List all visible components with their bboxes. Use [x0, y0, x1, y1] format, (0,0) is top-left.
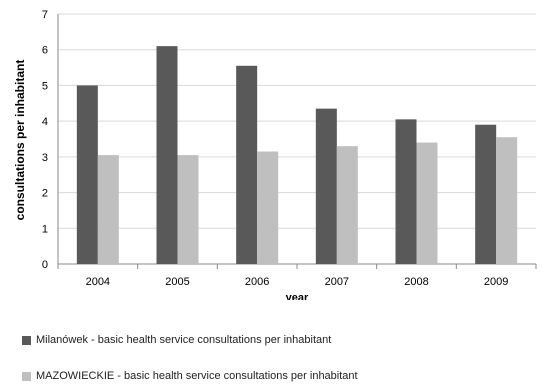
x-axis-title: year [286, 292, 309, 300]
bar-chart: 0 1 2 3 4 5 6 7 2004 2005 2006 2007 2008 2009 year c… [13, 9, 537, 300]
x-tick-labels: 2004 2005 2006 2007 2008 2009 [86, 276, 509, 288]
y-tick-label: 5 [42, 80, 48, 92]
gridlines [58, 13, 536, 229]
bar-mazowieckie-2004 [97, 155, 119, 264]
bar-milanowek-2006 [236, 65, 258, 265]
y-axis-title: consultations per inhabitant [13, 60, 27, 221]
y-tick-label: 2 [42, 188, 48, 200]
x-tick-label: 2009 [484, 276, 508, 288]
axes [57, 14, 537, 269]
x-tick-label: 2005 [165, 276, 189, 288]
y-tick-label: 0 [42, 259, 48, 271]
bar-milanowek-2005 [156, 46, 178, 265]
y-tick-label: 4 [42, 116, 48, 128]
legend-item-milanowek: Milanówek - basic health service consult… [22, 334, 331, 346]
bar-milanowek-2009 [475, 124, 497, 264]
bar-mazowieckie-2006 [257, 151, 279, 264]
x-tick-label: 2004 [86, 276, 110, 288]
y-tick-labels: 0 1 2 3 4 5 6 7 [42, 9, 48, 271]
x-tick-label: 2007 [325, 276, 349, 288]
y-tick-label: 3 [42, 152, 48, 164]
legend-label-milanowek: Milanówek - basic health service consult… [36, 334, 332, 346]
bar-milanowek-2007 [315, 108, 337, 265]
bar-mazowieckie-2007 [336, 146, 358, 264]
legend-label-mazowieckie: MAZOWIECKIE - basic health service consu… [36, 370, 358, 382]
y-tick-label: 1 [42, 223, 48, 235]
y-tick-label: 6 [42, 45, 48, 57]
bar-mazowieckie-2008 [416, 142, 438, 264]
bar-milanowek-2004 [76, 85, 98, 264]
legend-swatch-milanowek [22, 335, 31, 345]
bar-mazowieckie-2005 [177, 155, 199, 264]
legend-item-mazowieckie: MAZOWIECKIE - basic health service consu… [22, 370, 358, 382]
x-tick-label: 2006 [245, 276, 269, 288]
x-tick-label: 2008 [404, 276, 428, 288]
bar-mazowieckie-2009 [496, 137, 518, 264]
legend-swatch-mazowieckie [22, 371, 31, 381]
bar-milanowek-2008 [395, 119, 417, 264]
y-tick-label: 7 [42, 9, 48, 21]
bars [76, 46, 518, 265]
